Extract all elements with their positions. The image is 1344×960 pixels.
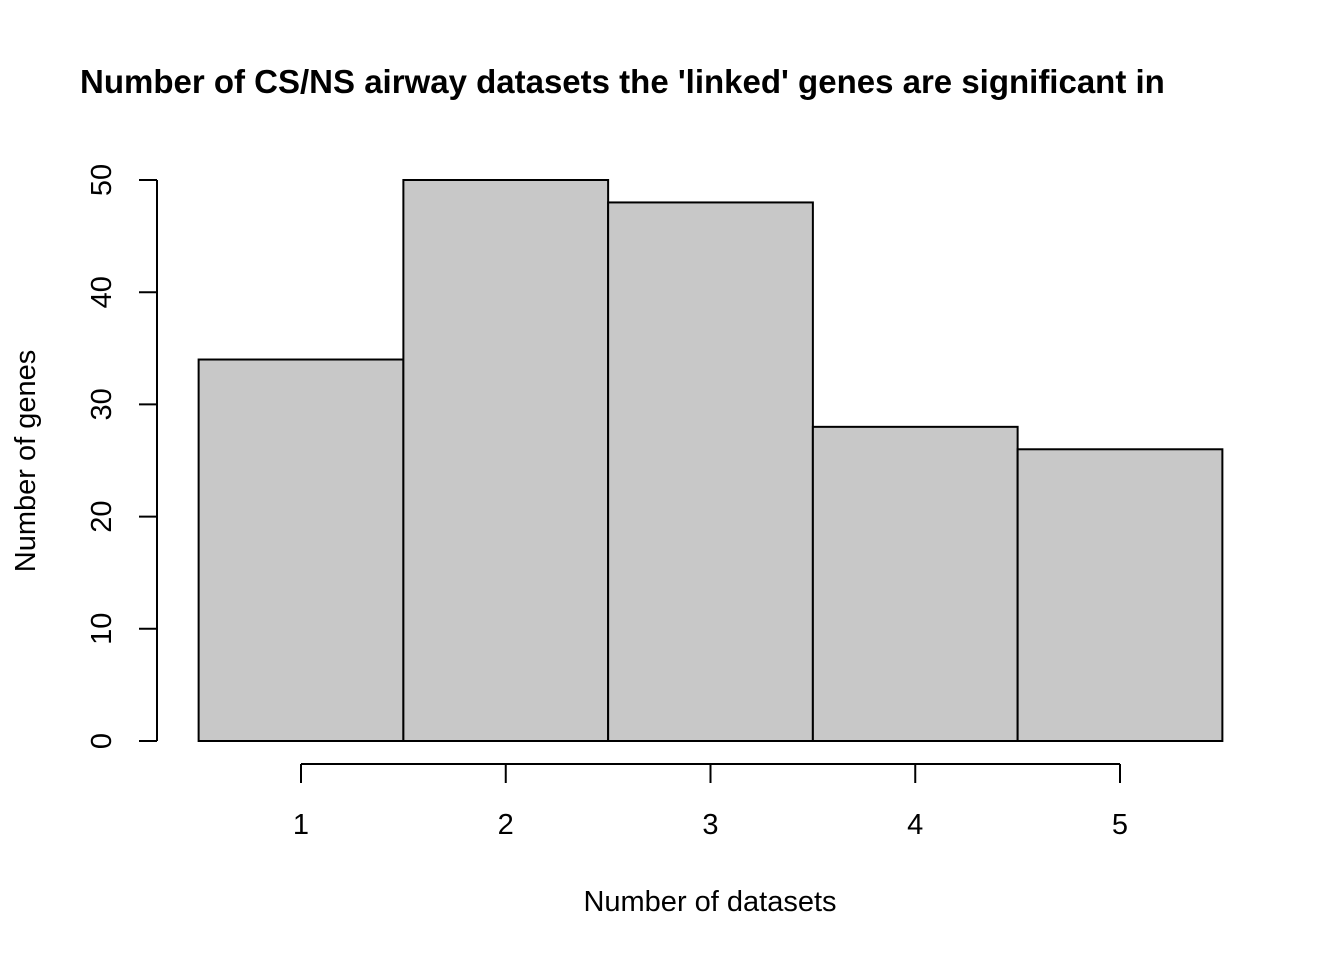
x-tick-label-5: 5 <box>1112 809 1128 841</box>
y-axis-label: Number of genes <box>10 350 42 572</box>
y-tick-label-30: 30 <box>86 388 118 420</box>
bar-2 <box>402 179 610 742</box>
x-tick-label-3: 3 <box>702 809 718 841</box>
bar-3 <box>607 201 814 742</box>
x-axis: 1 2 3 4 5 <box>293 763 1128 841</box>
x-tick-label-4: 4 <box>907 809 923 841</box>
x-tick-label-1: 1 <box>293 809 309 841</box>
bar-5 <box>1016 448 1224 742</box>
bars-group <box>197 179 1224 742</box>
y-tick-label-40: 40 <box>86 276 118 308</box>
y-tick-label-0: 0 <box>86 733 118 749</box>
bar-4 <box>811 425 1019 742</box>
x-axis-label: Number of datasets <box>583 886 836 918</box>
y-tick-label-20: 20 <box>86 500 118 532</box>
y-tick-label-50: 50 <box>86 164 118 196</box>
chart-title: Number of CS/NS airway datasets the 'lin… <box>80 63 1165 100</box>
y-tick-label-10: 10 <box>86 613 118 645</box>
x-tick-label-2: 2 <box>498 809 514 841</box>
y-axis: 0 10 20 30 40 50 <box>86 164 158 749</box>
bar-1 <box>197 358 405 742</box>
